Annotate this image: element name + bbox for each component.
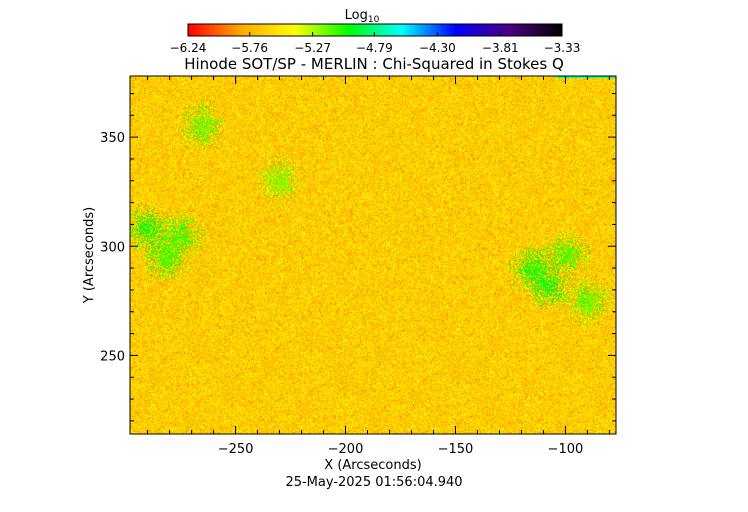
colorbar-tick-label: −6.24 [170, 41, 207, 55]
colorbar [187, 23, 563, 37]
heatmap-image [130, 76, 616, 434]
timestamp: 25-May-2025 01:56:04.940 [285, 475, 462, 490]
plot-frame [129, 75, 617, 435]
colorbar-ticks: −6.24 −5.76 −5.27 −4.79 −4.30 −3.81 −3.33 [170, 32, 581, 55]
colorbar-label-subscript: 10 [368, 15, 380, 25]
chart-title: Hinode SOT/SP - MERLIN : Chi-Squared in … [184, 55, 564, 73]
y-tick-label: 300 [100, 240, 125, 255]
colorbar-tick-label: −4.79 [356, 41, 393, 55]
colorbar-tick-label: −5.27 [294, 41, 331, 55]
colorbar-tick-label: −3.33 [544, 41, 581, 55]
x-tick-label: −100 [548, 442, 584, 457]
x-tick-label: −150 [438, 442, 474, 457]
x-axis: −250 −200 −150 −100 [147, 76, 610, 457]
x-axis-label: X (Arcseconds) [324, 458, 421, 473]
x-tick-label: −200 [328, 442, 364, 457]
colorbar-tick-label: −5.76 [231, 41, 268, 55]
colorbar-tick-label: −3.81 [482, 41, 519, 55]
colorbar-label: Log10 [345, 8, 380, 25]
y-axis: 250 300 350 [100, 92, 616, 422]
y-tick-label: 250 [100, 349, 125, 364]
x-tick-label: −250 [218, 442, 254, 457]
y-tick-label: 350 [100, 131, 125, 146]
y-axis-label: Y (Arcseconds) [82, 207, 97, 304]
colorbar-tick-label: −4.30 [419, 41, 456, 55]
